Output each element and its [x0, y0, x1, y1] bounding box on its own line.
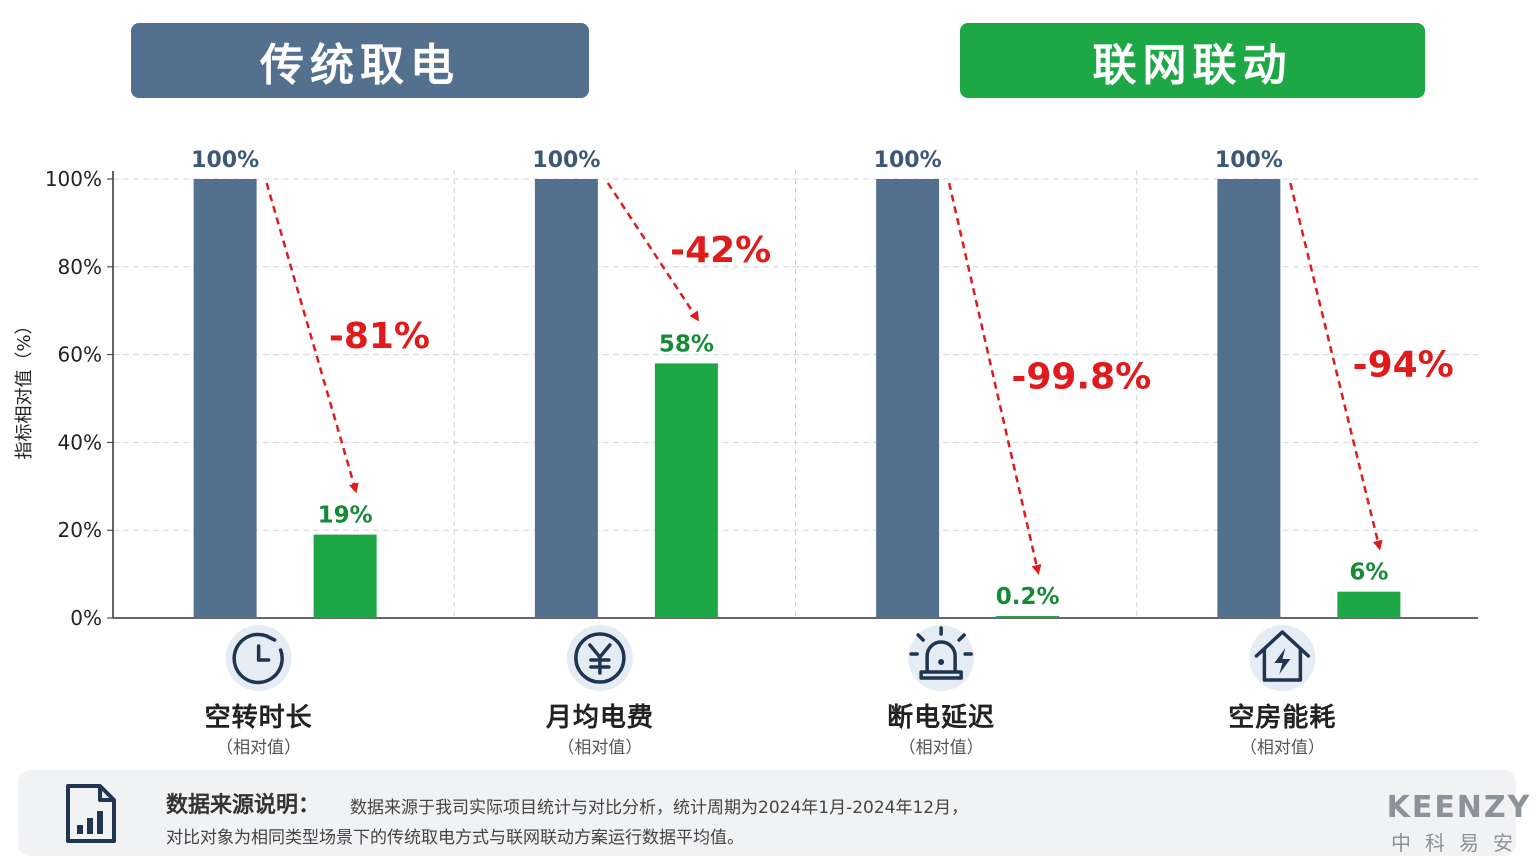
bar-networked [654, 363, 718, 618]
y-tick-label: 60% [58, 343, 102, 367]
change-label: -42% [670, 230, 771, 271]
bar-traditional [1217, 179, 1281, 618]
bar-label-networked: 6% [1349, 560, 1388, 586]
y-tick-label: 40% [58, 430, 102, 454]
document-chart-icon [66, 784, 116, 843]
bar-label-traditional: 100% [874, 148, 942, 173]
change-label: -94% [1353, 344, 1454, 385]
alarm-icon [908, 625, 975, 691]
bar-traditional [876, 179, 940, 618]
category-label: 空房能耗 [1228, 703, 1337, 733]
data-source-panel: 数据来源说明： 数据来源于我司实际项目统计与对比分析，统计周期为2024年1月-… [18, 770, 1516, 856]
category-sub-label: （相对值） [557, 738, 643, 758]
change-arrow [1289, 182, 1383, 551]
house-bolt-icon [1249, 625, 1316, 691]
category-sub-label: （相对值） [216, 738, 302, 758]
y-tick-label: 80% [58, 255, 102, 279]
bar-label-traditional: 100% [532, 148, 600, 173]
bar-label-networked: 0.2% [996, 584, 1060, 610]
bar-label-networked: 58% [659, 331, 714, 357]
change-arrow [265, 182, 359, 494]
category-label: 月均电费 [545, 703, 654, 733]
brand-name: KEENZY [1386, 790, 1532, 825]
header-traditional: 传统取电 [131, 23, 589, 98]
y-tick-label: 20% [58, 518, 102, 542]
bar-traditional [193, 179, 257, 618]
y-axis-label: 指标相对值（%） [14, 316, 35, 459]
change-arrow [947, 182, 1042, 575]
category-sub-label: （相对值） [898, 738, 984, 758]
bar-networked [1337, 591, 1401, 618]
bar-label-networked: 19% [318, 503, 373, 529]
change-label: -81% [329, 316, 430, 357]
brand-logo: KEENZY 中科易安 [1384, 790, 1534, 856]
clock-icon [225, 625, 292, 691]
bar-chart: 0% 20% 40% 60% 80% 100% 100% 19% -81% 100% 58% -42%… [14, 148, 1478, 691]
category-sub-label: （相对值） [1239, 738, 1325, 758]
category-label: 空转时长 [204, 703, 313, 733]
bar-label-traditional: 100% [191, 148, 259, 173]
bar-label-traditional: 100% [1215, 148, 1283, 173]
footer-text-line-2: 对比对象为相同类型场景下的传统取电方式与联网联动方案运行数据平均值。 [166, 828, 744, 848]
category-label: 断电延迟 [887, 703, 996, 733]
y-tick-label: 100% [45, 167, 102, 191]
yen-icon [566, 625, 633, 691]
footer-title: 数据来源说明： [166, 793, 321, 818]
footer-text-line-1: 数据来源于我司实际项目统计与对比分析，统计周期为2024年1月-2024年12月… [350, 798, 969, 818]
bar-traditional [534, 179, 598, 618]
header-networked: 联网联动 [960, 23, 1425, 98]
brand-cn: 中科易安 [1391, 831, 1527, 855]
y-tick-label: 0% [70, 606, 102, 630]
bar-networked [313, 534, 377, 618]
change-label: -99.8% [1011, 357, 1151, 398]
change-arrow [606, 182, 700, 322]
bar-networked [996, 616, 1060, 618]
